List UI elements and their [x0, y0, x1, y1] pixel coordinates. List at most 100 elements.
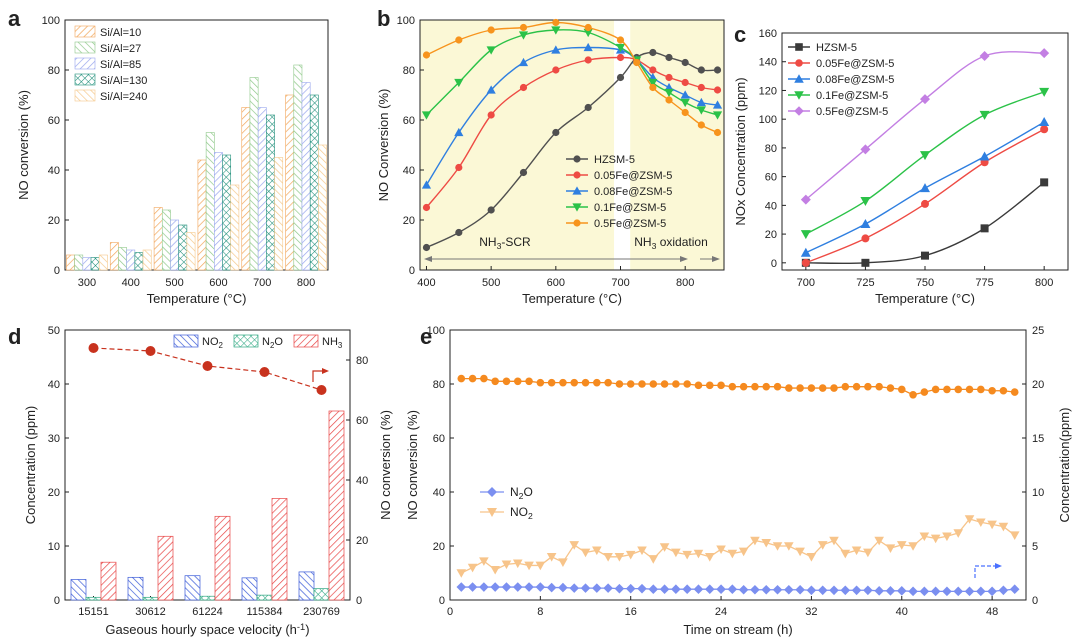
- text-span: NH: [634, 235, 651, 249]
- b-point: [519, 83, 528, 92]
- a-bar: [186, 232, 196, 271]
- b-point: [584, 103, 592, 112]
- e-y-tick-label: 40: [433, 487, 445, 499]
- e-point: [693, 549, 704, 559]
- b-annotation-oxidation: NH3 oxidation: [634, 235, 708, 251]
- e-point: [930, 534, 941, 544]
- text-span: -1: [297, 622, 305, 632]
- a-legend-label: Si/Al=10: [100, 27, 141, 39]
- b-point: [697, 121, 705, 129]
- e-point: [479, 557, 489, 566]
- e-point: [909, 391, 917, 399]
- c-point: [921, 251, 929, 260]
- e-point: [558, 582, 568, 593]
- c-legend-marker: [795, 43, 803, 51]
- e-y-tick-label: 100: [427, 325, 445, 337]
- e-point: [987, 586, 997, 597]
- e-point: [830, 384, 838, 392]
- c-point: [860, 144, 871, 155]
- b-x-tick-label: 700: [611, 277, 629, 289]
- e-point: [1010, 388, 1019, 396]
- b-point: [422, 203, 431, 212]
- e-point: [977, 385, 985, 394]
- c-point: [860, 219, 871, 229]
- text-span: oxidation: [656, 235, 707, 249]
- a-bar: [214, 152, 223, 271]
- e-point: [795, 584, 805, 595]
- b-point: [664, 88, 674, 98]
- e-point: [525, 377, 533, 386]
- a-bar: [153, 207, 163, 271]
- e-point: [851, 585, 862, 596]
- b-point: [519, 23, 528, 32]
- d-x-tick-label: 15151: [78, 606, 109, 618]
- e-point: [863, 585, 873, 596]
- e-point: [739, 382, 748, 391]
- e-point: [762, 382, 771, 391]
- e-point: [659, 584, 670, 594]
- e-point: [896, 541, 907, 550]
- e-y2-axis-title: Concentration(ppm): [1057, 408, 1072, 523]
- d-y-axis-title: Concentration (ppm): [23, 406, 38, 525]
- d-legend-swatch: [233, 334, 259, 348]
- e-point: [580, 548, 591, 558]
- e-point: [682, 584, 692, 594]
- e-x-tick-label: 8: [537, 606, 543, 618]
- e-point: [784, 542, 794, 551]
- c-legend-marker: [794, 74, 804, 83]
- e-point: [976, 518, 986, 528]
- e-point: [625, 583, 636, 594]
- panel-c: c 0 20 40 60 80 100 120 140 160 700 725 750 775 800 HZS…: [733, 22, 1069, 306]
- a-y-tick-label: 40: [48, 165, 60, 177]
- e-point: [931, 385, 940, 394]
- e-x-tick-label: 32: [805, 606, 817, 618]
- e-point: [716, 545, 726, 555]
- c-y-tick-label: 0: [771, 258, 777, 270]
- d-y-tick-label: 20: [48, 487, 60, 499]
- b-point: [665, 73, 673, 82]
- b-point: [616, 53, 625, 62]
- a-bar: [170, 219, 179, 271]
- e-point: [536, 378, 545, 387]
- a-bar: [178, 224, 188, 271]
- e-point: [603, 553, 613, 562]
- text-span: 2: [519, 491, 524, 501]
- e-point: [614, 553, 625, 562]
- d-y-tick-label: 10: [48, 541, 60, 553]
- e-axis-indicator-arrow: [974, 565, 997, 578]
- e-point: [479, 582, 489, 592]
- b-point: [551, 45, 561, 54]
- c-point: [801, 258, 810, 267]
- c-point: [1040, 178, 1049, 187]
- a-bar: [142, 249, 152, 271]
- text-span: NH: [479, 235, 496, 249]
- e-point: [672, 380, 680, 388]
- e-y-axis-title: NO conversion (%): [405, 410, 420, 520]
- e-point: [490, 582, 500, 592]
- c-point: [1039, 117, 1050, 127]
- c-x-tick-label: 725: [856, 277, 874, 289]
- d-y2-tick-label: 20: [356, 535, 368, 547]
- c-x-tick-label: 800: [1035, 277, 1053, 289]
- e-point: [806, 553, 817, 562]
- e-point: [704, 584, 715, 594]
- e-point: [964, 586, 975, 597]
- e-series-line: [461, 377, 1015, 396]
- b-point: [616, 36, 625, 44]
- b-annotation-scr: NH3-SCR: [479, 235, 531, 251]
- c-point: [861, 234, 870, 243]
- b-region-oxidation-shade: [630, 20, 724, 270]
- d-y2-axis-title: NO conversion (%): [378, 410, 393, 520]
- b-point: [681, 78, 689, 87]
- text-span: -SCR: [501, 235, 531, 249]
- c-point: [1039, 87, 1050, 97]
- e-point: [841, 382, 850, 391]
- e-point: [614, 583, 625, 594]
- b-legend-label: 0.05Fe@ZSM-5: [594, 170, 672, 182]
- text-span: 3: [497, 241, 502, 251]
- c-point: [979, 110, 990, 120]
- a-bar: [90, 257, 100, 271]
- b-point: [648, 78, 658, 88]
- e-point: [603, 583, 613, 593]
